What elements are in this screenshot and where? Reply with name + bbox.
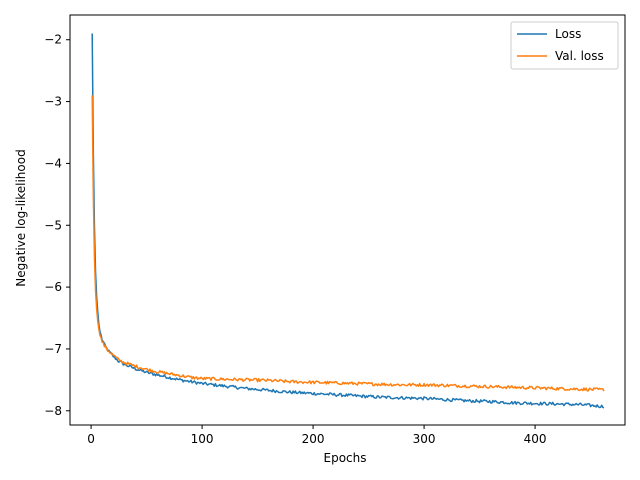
series-layer [91,33,605,409]
legend: Loss Val. loss [510,21,619,70]
legend-label-loss: Loss [555,27,581,41]
x-tick-label: 0 [87,432,95,446]
plot-frame [69,14,626,426]
series-line-loss [91,33,605,409]
x-axis-ticks: 0 100 200 300 400 [87,425,547,446]
y-tick-label: −2 [44,33,62,47]
x-tick-label: 400 [524,432,547,446]
x-axis-label: Epochs [324,451,367,465]
y-tick-label: −5 [44,218,62,232]
x-tick-label: 100 [191,432,214,446]
y-axis-label: Negative log-likelihood [14,149,28,286]
y-axis-ticks: −2 −3 −4 −5 −6 −7 −8 [44,33,70,418]
y-tick-label: −8 [44,404,62,418]
legend-label-val-loss: Val. loss [555,49,604,63]
y-tick-label: −4 [44,156,62,170]
y-tick-label: −6 [44,280,62,294]
y-tick-label: −3 [44,95,62,109]
series-line-val-loss [91,95,605,392]
x-tick-label: 300 [413,432,436,446]
y-tick-label: −7 [44,342,62,356]
x-tick-label: 200 [302,432,325,446]
